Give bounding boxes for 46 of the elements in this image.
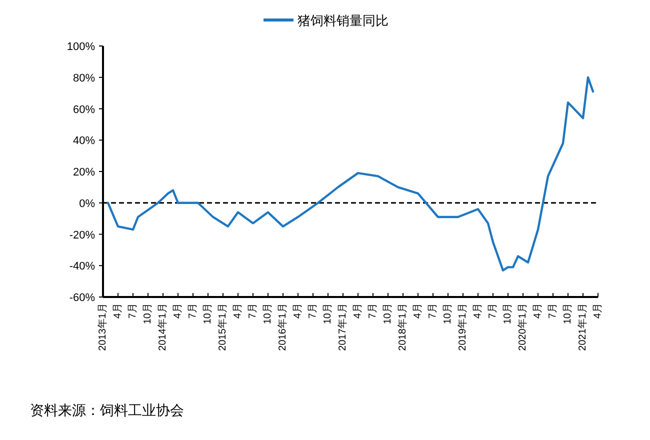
x-tick-label: 2021年1月 xyxy=(576,303,588,351)
y-tick-label: -20% xyxy=(69,229,96,242)
x-tick-label: 4月 xyxy=(412,303,424,319)
x-tick-label: 4月 xyxy=(352,303,364,319)
x-tick-label: 4月 xyxy=(172,303,184,319)
x-tick-label: 10月 xyxy=(202,303,214,324)
legend-label: 猪饲料销量同比 xyxy=(298,13,388,28)
text: 资料来源：饲料工业协会 xyxy=(30,402,184,418)
x-tick-label: 2013年1月 xyxy=(96,303,108,351)
x-tick-label: 2014年1月 xyxy=(156,303,168,351)
x-tick-label: 7月 xyxy=(308,303,318,319)
x-tick-label: 7月 xyxy=(128,303,138,319)
x-tick-label: 10月 xyxy=(322,303,334,324)
x-tick-label: 2015年1月 xyxy=(216,303,228,351)
x-tick-label: 7月 xyxy=(368,303,378,319)
x-tick-label: 7月 xyxy=(548,303,558,319)
x-tick-label: 4月 xyxy=(472,303,484,319)
x-tick-label: 4月 xyxy=(592,303,604,319)
y-tick-label: -40% xyxy=(69,260,96,273)
x-tick-label: 10月 xyxy=(142,303,154,324)
y-tick-label: 100% xyxy=(66,41,96,53)
x-tick-label: 4月 xyxy=(112,303,124,319)
x-tick-label: 2017年1月 xyxy=(336,303,348,351)
y-tick-label: 0% xyxy=(79,198,96,210)
y-tick-label: 60% xyxy=(72,104,96,116)
x-tick-label: 7月 xyxy=(488,303,498,319)
x-tick-label: 10月 xyxy=(442,303,454,324)
y-tick-label: 80% xyxy=(72,72,96,84)
x-tick-label: 2016年1月 xyxy=(276,303,288,351)
x-tick-label: 7月 xyxy=(188,303,198,319)
x-tick-label: 2020年1月 xyxy=(516,303,528,351)
legend: 猪饲料销量同比 xyxy=(264,13,388,28)
x-tick-label: 4月 xyxy=(532,303,544,319)
x-tick-label: 10月 xyxy=(382,303,394,324)
x-tick-label: 4月 xyxy=(232,303,244,319)
x-tick-label: 4月 xyxy=(292,303,304,319)
x-tick-label: 10月 xyxy=(502,303,514,324)
y-tick-label: 40% xyxy=(72,135,96,148)
x-tick-label: 10月 xyxy=(562,303,574,324)
x-tick-label: 7月 xyxy=(428,303,438,319)
x-tick-label: 2019年1月 xyxy=(456,303,468,351)
y-tick-label: 20% xyxy=(72,166,96,178)
x-tick-label: 2018年1月 xyxy=(396,303,408,351)
x-tick-label: 10月 xyxy=(262,303,274,324)
y-tick-label: -60% xyxy=(69,292,96,304)
x-tick-label: 7月 xyxy=(248,303,258,319)
